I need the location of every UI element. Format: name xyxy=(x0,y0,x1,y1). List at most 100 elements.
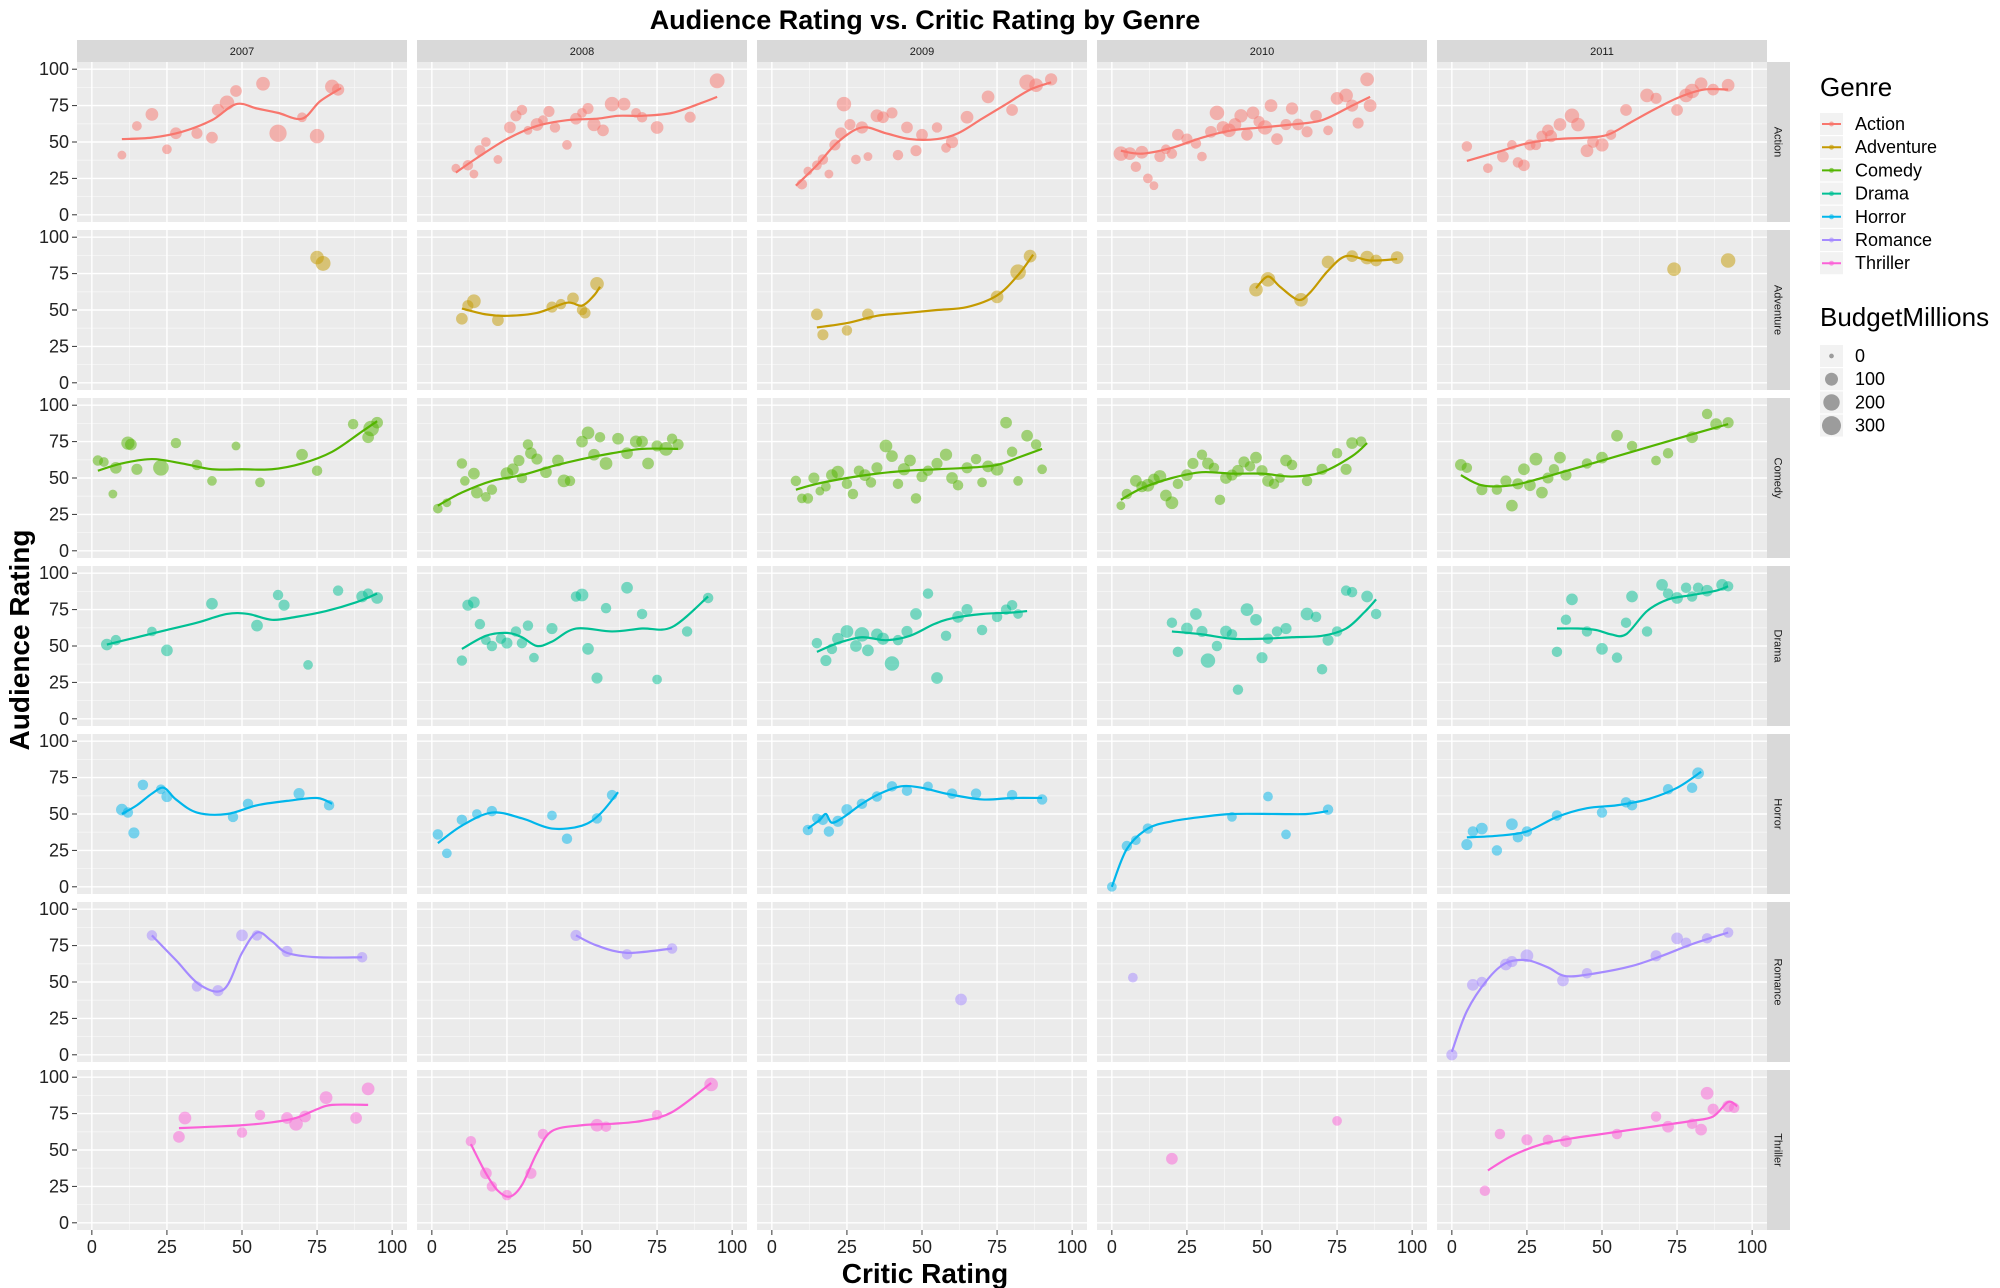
genre-legend-label: Thriller xyxy=(1855,253,1910,273)
data-point xyxy=(877,111,889,124)
genre-strip xyxy=(1767,1070,1790,1230)
data-point xyxy=(1197,151,1207,162)
data-point xyxy=(278,599,290,611)
data-point xyxy=(1566,593,1578,606)
facet-panel xyxy=(77,62,407,222)
genre-legend-item: Thriller xyxy=(1820,252,1910,275)
data-point xyxy=(854,627,870,642)
data-point xyxy=(916,128,928,141)
data-point xyxy=(546,622,558,635)
year-strip xyxy=(1097,40,1427,62)
data-point xyxy=(1571,117,1585,132)
data-point xyxy=(162,144,172,155)
data-point xyxy=(617,97,631,111)
data-point xyxy=(332,585,344,596)
data-point xyxy=(844,118,856,131)
data-point xyxy=(1596,807,1608,818)
data-point xyxy=(600,602,612,614)
data-point xyxy=(1200,653,1216,668)
data-point xyxy=(901,785,913,796)
data-point xyxy=(961,604,973,616)
size-legend-dot xyxy=(1829,353,1834,359)
data-point xyxy=(709,73,725,89)
data-point xyxy=(125,438,137,451)
data-point xyxy=(547,810,557,821)
year-strip xyxy=(1437,40,1767,62)
x-tick-label: 0 xyxy=(1107,1237,1117,1257)
data-point xyxy=(161,644,173,657)
panel-marks xyxy=(795,73,1058,190)
facet-panel xyxy=(77,1070,407,1230)
y-tick-label: 100 xyxy=(39,59,69,79)
smooth-line xyxy=(816,609,1028,653)
panel-marks xyxy=(802,781,1048,837)
data-point xyxy=(1557,974,1569,987)
data-point xyxy=(1692,582,1704,593)
data-point xyxy=(652,674,662,685)
data-point xyxy=(538,115,548,126)
data-point xyxy=(1246,106,1260,120)
data-point xyxy=(309,128,325,144)
data-point xyxy=(1256,652,1268,664)
data-point xyxy=(1131,835,1141,846)
data-point xyxy=(841,325,853,336)
data-point xyxy=(636,608,648,620)
y-tick-label: 50 xyxy=(49,468,69,488)
facet-panel xyxy=(1097,902,1427,1062)
y-tick-label: 100 xyxy=(39,227,69,247)
data-point xyxy=(1271,133,1283,145)
panel-marks xyxy=(465,1077,718,1201)
data-point xyxy=(850,640,862,652)
data-point xyxy=(1232,684,1244,695)
panel-marks xyxy=(456,581,714,685)
genre-legend-item: Horror xyxy=(1820,205,1906,228)
data-point xyxy=(456,312,468,325)
year-strip-label: 2007 xyxy=(230,46,254,58)
data-point xyxy=(960,110,974,124)
y-tick-label: 25 xyxy=(49,672,69,692)
data-point xyxy=(1263,791,1273,802)
data-point xyxy=(1620,104,1632,116)
y-tick-label: 0 xyxy=(59,373,69,393)
data-point xyxy=(219,95,235,110)
data-point xyxy=(886,450,898,463)
facet-panel xyxy=(77,398,407,558)
data-point xyxy=(236,1127,248,1138)
y-tick-label: 75 xyxy=(49,1104,69,1124)
data-point xyxy=(1149,181,1159,191)
y-tick-label: 100 xyxy=(39,395,69,415)
data-point xyxy=(582,102,594,115)
data-point xyxy=(1656,578,1668,591)
genre-legend-title: Genre xyxy=(1820,72,1892,102)
data-point xyxy=(251,619,263,632)
data-point xyxy=(579,307,591,319)
y-tick-label: 50 xyxy=(49,636,69,656)
data-point xyxy=(1506,818,1518,831)
data-point xyxy=(570,929,582,941)
data-point xyxy=(543,105,555,117)
data-point xyxy=(636,112,648,123)
x-tick-label: 100 xyxy=(1397,1237,1427,1257)
x-tick-label: 0 xyxy=(427,1237,437,1257)
data-point xyxy=(137,779,149,791)
data-point xyxy=(840,625,854,638)
facet-panel xyxy=(1097,566,1427,726)
data-point xyxy=(501,637,513,649)
data-point xyxy=(821,481,831,492)
legend-dot xyxy=(1829,191,1834,197)
size-legend-title: BudgetMillions xyxy=(1820,302,1989,332)
data-point xyxy=(516,637,528,649)
data-point xyxy=(371,416,383,429)
data-point xyxy=(361,1082,375,1096)
data-point xyxy=(145,107,159,121)
legend-dot xyxy=(1829,260,1834,266)
data-point xyxy=(561,833,573,844)
data-point xyxy=(910,493,922,504)
data-point xyxy=(1190,608,1202,620)
data-point xyxy=(1671,104,1683,116)
data-point xyxy=(790,475,802,487)
data-point xyxy=(1671,932,1683,945)
data-point xyxy=(590,276,604,291)
data-point xyxy=(863,152,873,161)
data-point xyxy=(1260,272,1276,287)
